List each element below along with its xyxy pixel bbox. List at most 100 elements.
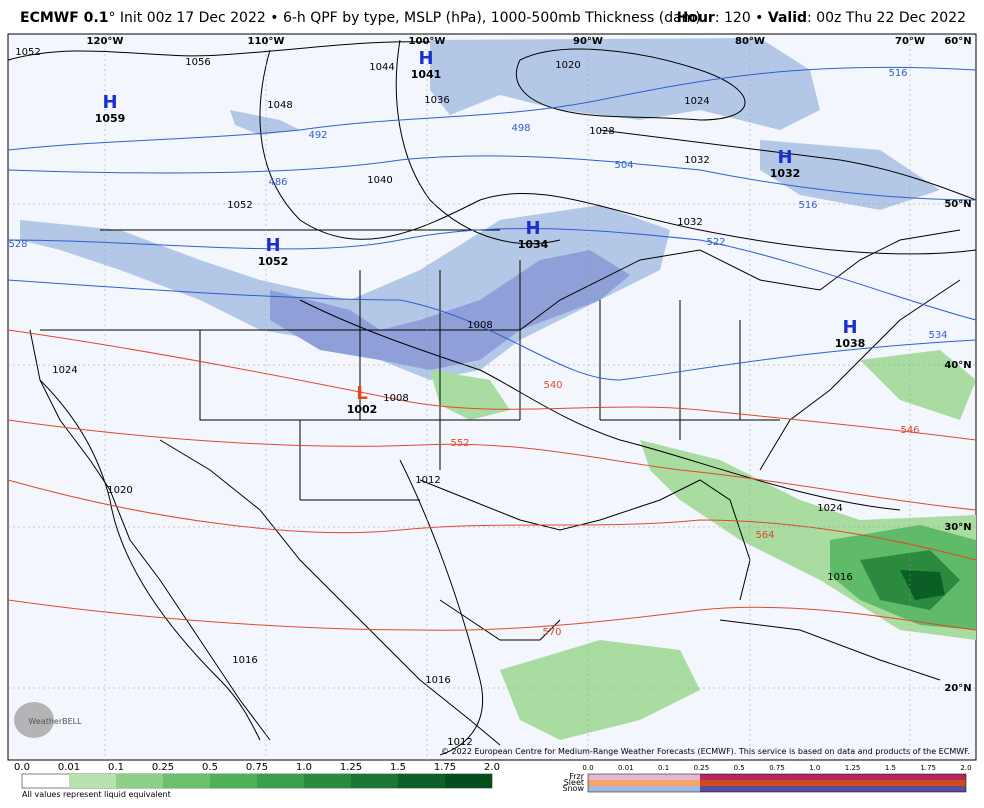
isobar-label: 1020 — [555, 60, 580, 71]
isobar-label: 1040 — [367, 175, 392, 186]
isobar-label: 1012 — [415, 475, 440, 486]
ptype-label: Snow — [562, 784, 584, 793]
qpf-tick-label: 0.01 — [58, 762, 80, 773]
isobar-label: 1056 — [185, 57, 210, 68]
thickness-label: 528 — [8, 239, 27, 250]
ptype-tick-label: 0.0 — [582, 764, 593, 772]
ptype-legend — [587, 773, 967, 793]
qpf-tick-label: 0.25 — [152, 762, 174, 773]
isobar-label: 1024 — [817, 503, 842, 514]
pressure-center-letter: H — [265, 235, 280, 256]
pressure-center-letter: H — [777, 147, 792, 168]
pressure-center-value: 1059 — [95, 112, 126, 125]
ptype-tick-label: 1.75 — [920, 764, 936, 772]
logo: WeatherBELL — [28, 717, 82, 726]
lon-label: 110°W — [248, 36, 285, 47]
isobar-label: 1008 — [467, 320, 492, 331]
qpf-note: All values represent liquid equivalent — [22, 790, 171, 799]
thickness-label: 522 — [706, 237, 725, 248]
thickness-label: 552 — [450, 438, 469, 449]
qpf-legend — [21, 773, 493, 789]
valid-label: Valid — [767, 10, 808, 26]
ptype-tick-label: 0.5 — [734, 764, 745, 772]
lat-label: 40°N — [944, 360, 971, 371]
lat-label: 20°N — [944, 683, 971, 694]
ptype-tick-label: 1.25 — [845, 764, 861, 772]
pressure-center-letter: L — [356, 383, 367, 404]
isobar-label: 1048 — [267, 100, 292, 111]
isobar-label: 1032 — [677, 217, 702, 228]
ptype-label: Sleet — [564, 778, 584, 787]
qpf-tick-label: 0.0 — [14, 762, 30, 773]
thickness-label: 486 — [268, 177, 287, 188]
copyright: © 2022 European Centre for Medium-Range … — [441, 747, 970, 756]
ptype-label: Frzr — [569, 772, 585, 781]
thickness-label: 540 — [543, 380, 562, 391]
pressure-center-value: 1002 — [347, 403, 378, 416]
thickness-label: 516 — [888, 68, 907, 79]
lon-label: 120°W — [87, 36, 124, 47]
map-base — [7, 33, 977, 761]
lon-label: 70°W — [895, 36, 925, 47]
isobar-label: 1032 — [684, 155, 709, 166]
ptype-tick-label: 0.1 — [658, 764, 669, 772]
lon-label: 80°W — [735, 36, 765, 47]
lon-label: 60°N — [944, 36, 971, 47]
thickness-label: 570 — [542, 627, 561, 638]
hour-value: : 120 • — [714, 10, 768, 26]
lat-label: 50°N — [944, 199, 971, 210]
ptype-tick-label: 2.0 — [960, 764, 971, 772]
isobar-label: 1044 — [369, 62, 394, 73]
qpf-tick-label: 1.75 — [434, 762, 456, 773]
pressure-center-value: 1038 — [835, 337, 866, 350]
thickness-label: 534 — [928, 330, 947, 341]
thickness-label: 498 — [511, 123, 530, 134]
lat-label: 30°N — [944, 522, 971, 533]
lon-label: 90°W — [573, 36, 603, 47]
thickness-label: 516 — [798, 200, 817, 211]
isobar-label: 1016 — [232, 655, 257, 666]
title: ECMWF 0.1° Init 00z 17 Dec 2022 • 6-h QP… — [20, 10, 701, 26]
valid-value: : 00z Thu 22 Dec 2022 — [807, 10, 966, 26]
pressure-center-letter: H — [842, 317, 857, 338]
pressure-center-value: 1041 — [411, 68, 442, 81]
pressure-center-letter: H — [102, 92, 117, 113]
isobar-label: 1052 — [15, 47, 40, 58]
model-name: ECMWF 0.1 — [20, 10, 109, 26]
isobar-label: 1028 — [589, 126, 614, 137]
isobar-label: 1020 — [107, 485, 132, 496]
ptype-tick-label: 0.75 — [769, 764, 785, 772]
qpf-tick-label: 0.75 — [246, 762, 268, 773]
qpf-tick-label: 1.5 — [390, 762, 406, 773]
qpf-tick-label: 0.5 — [202, 762, 218, 773]
description: ° Init 00z 17 Dec 2022 • 6-h QPF by type… — [108, 10, 701, 26]
isobar-label: 1024 — [684, 96, 709, 107]
isobar-label: 1012 — [447, 737, 472, 748]
lon-label: 100°W — [409, 36, 446, 47]
thickness-label: 504 — [614, 160, 633, 171]
ptype-tick-label: 1.5 — [885, 764, 896, 772]
thickness-label: 492 — [308, 130, 327, 141]
qpf-tick-label: 0.1 — [108, 762, 124, 773]
isobar-label: 1016 — [827, 572, 852, 583]
hour-label: Hour — [676, 10, 715, 26]
isobar-label: 1036 — [424, 95, 449, 106]
ptype-tick-label: 1.0 — [809, 764, 820, 772]
ptype-tick-label: 0.25 — [694, 764, 710, 772]
thickness-label: 564 — [755, 530, 774, 541]
pressure-center-value: 1052 — [258, 255, 289, 268]
qpf-tick-label: 1.25 — [340, 762, 362, 773]
pressure-center-value: 1032 — [770, 167, 801, 180]
pressure-center-letter: H — [525, 218, 540, 239]
thickness-label: 546 — [900, 425, 919, 436]
header: ECMWF 0.1° Init 00z 17 Dec 2022 • 6-h QP… — [0, 0, 984, 34]
pressure-center-value: 1034 — [518, 238, 549, 251]
pressure-center-letter: H — [418, 48, 433, 69]
isobar-label: 1024 — [52, 365, 77, 376]
valid-info: Hour: 120 • Valid: 00z Thu 22 Dec 2022 — [677, 10, 966, 26]
isobar-label: 1052 — [227, 200, 252, 211]
isobar-label: 1008 — [383, 393, 408, 404]
ptype-tick-label: 0.01 — [618, 764, 634, 772]
